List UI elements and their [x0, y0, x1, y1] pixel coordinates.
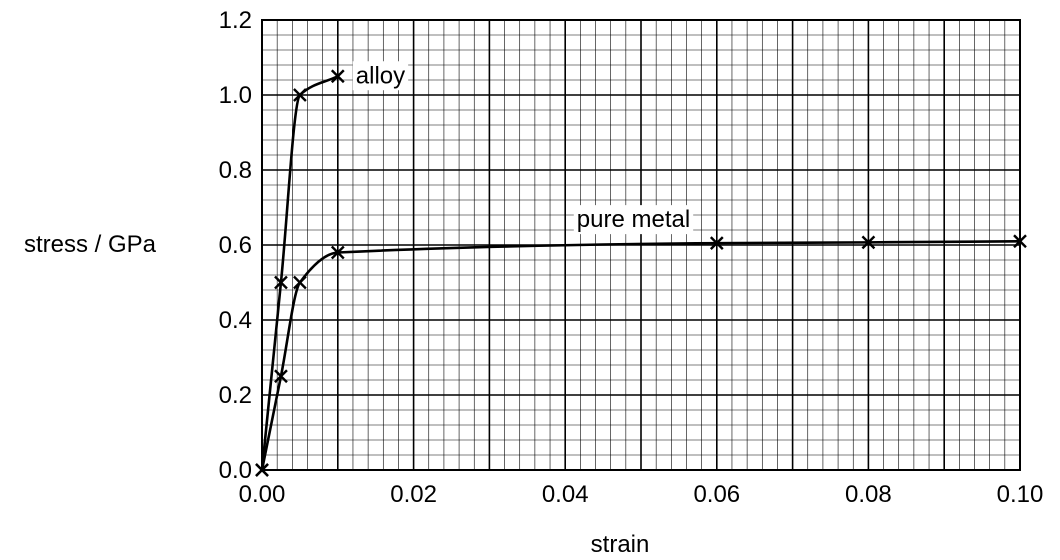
svg-text:pure metal: pure metal: [577, 206, 690, 233]
data-point-pure-metal: [861, 235, 876, 250]
data-point-alloy: [274, 275, 288, 290]
y-tick-label: 0.4: [219, 307, 252, 334]
plot-area-frame: [261, 19, 1021, 471]
series-layer: [255, 69, 1027, 477]
y-tick-label: 0.2: [219, 382, 252, 409]
major-grid: [262, 20, 1020, 470]
data-point-alloy: [293, 88, 307, 102]
data-point-pure-metal: [293, 275, 307, 290]
data-point-pure-metal: [330, 245, 345, 260]
series-line-alloy: [260, 75, 339, 471]
series-label-pure-metal: pure metal: [573, 205, 694, 235]
series-labels: alloy pure metal: [352, 61, 694, 235]
y-tick-label: 1.0: [219, 82, 252, 109]
y-tick-label: 0.8: [219, 157, 252, 184]
data-point-pure-metal: [709, 236, 724, 250]
x-tick-label: 0.10: [997, 481, 1044, 508]
svg-text:alloy: alloy: [356, 62, 405, 89]
y-tick-label: 0.6: [219, 232, 252, 259]
x-tick-label: 0.04: [542, 481, 589, 508]
x-axis-label: strain: [591, 531, 650, 558]
data-point-pure-metal: [1013, 234, 1027, 249]
y-axis-ticks: 0.0 0.2 0.4 0.6 0.8 1.0 1.2: [219, 7, 252, 484]
series-label-alloy: alloy: [352, 61, 409, 91]
data-point-alloy: [330, 69, 345, 84]
y-tick-label: 0.0: [219, 457, 252, 484]
x-tick-label: 0.00: [239, 481, 286, 508]
y-axis-label: stress / GPa: [24, 231, 157, 258]
x-tick-label: 0.02: [390, 481, 437, 508]
x-axis-ticks: 0.00 0.02 0.04 0.06 0.08 0.10: [239, 481, 1044, 508]
y-tick-label: 1.2: [219, 7, 252, 34]
data-point-pure-metal: [274, 369, 288, 384]
x-tick-label: 0.08: [845, 481, 892, 508]
x-tick-label: 0.06: [693, 481, 740, 508]
data-point-pure-metal: [255, 463, 269, 477]
